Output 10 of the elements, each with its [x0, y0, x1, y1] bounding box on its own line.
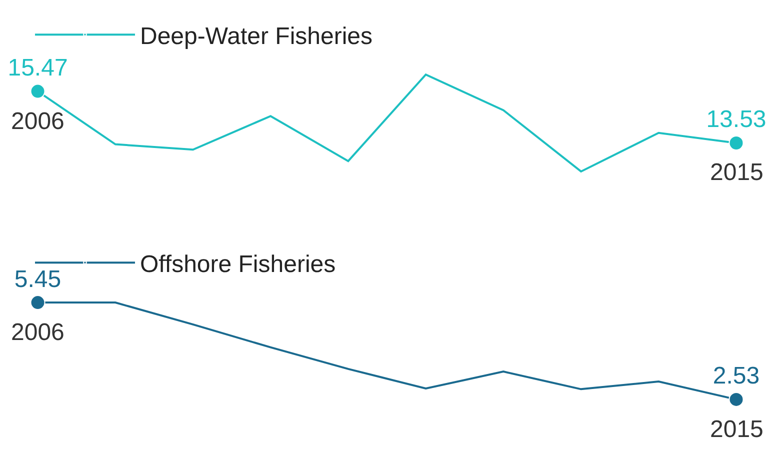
legend-label: Deep-Water Fisheries [140, 22, 373, 50]
x-tick-label: 2015 [710, 159, 764, 186]
data-label: 13.53 [706, 106, 766, 134]
data-label: 15.47 [8, 54, 68, 82]
x-tick-label: 2015 [710, 416, 764, 443]
x-tick-label: 2006 [11, 319, 64, 346]
data-label: 5.45 [14, 266, 62, 293]
legend-label: Offshore Fisheries [140, 250, 336, 278]
x-tick-label: 2006 [11, 108, 64, 135]
data-label: 2.53 [712, 362, 760, 390]
